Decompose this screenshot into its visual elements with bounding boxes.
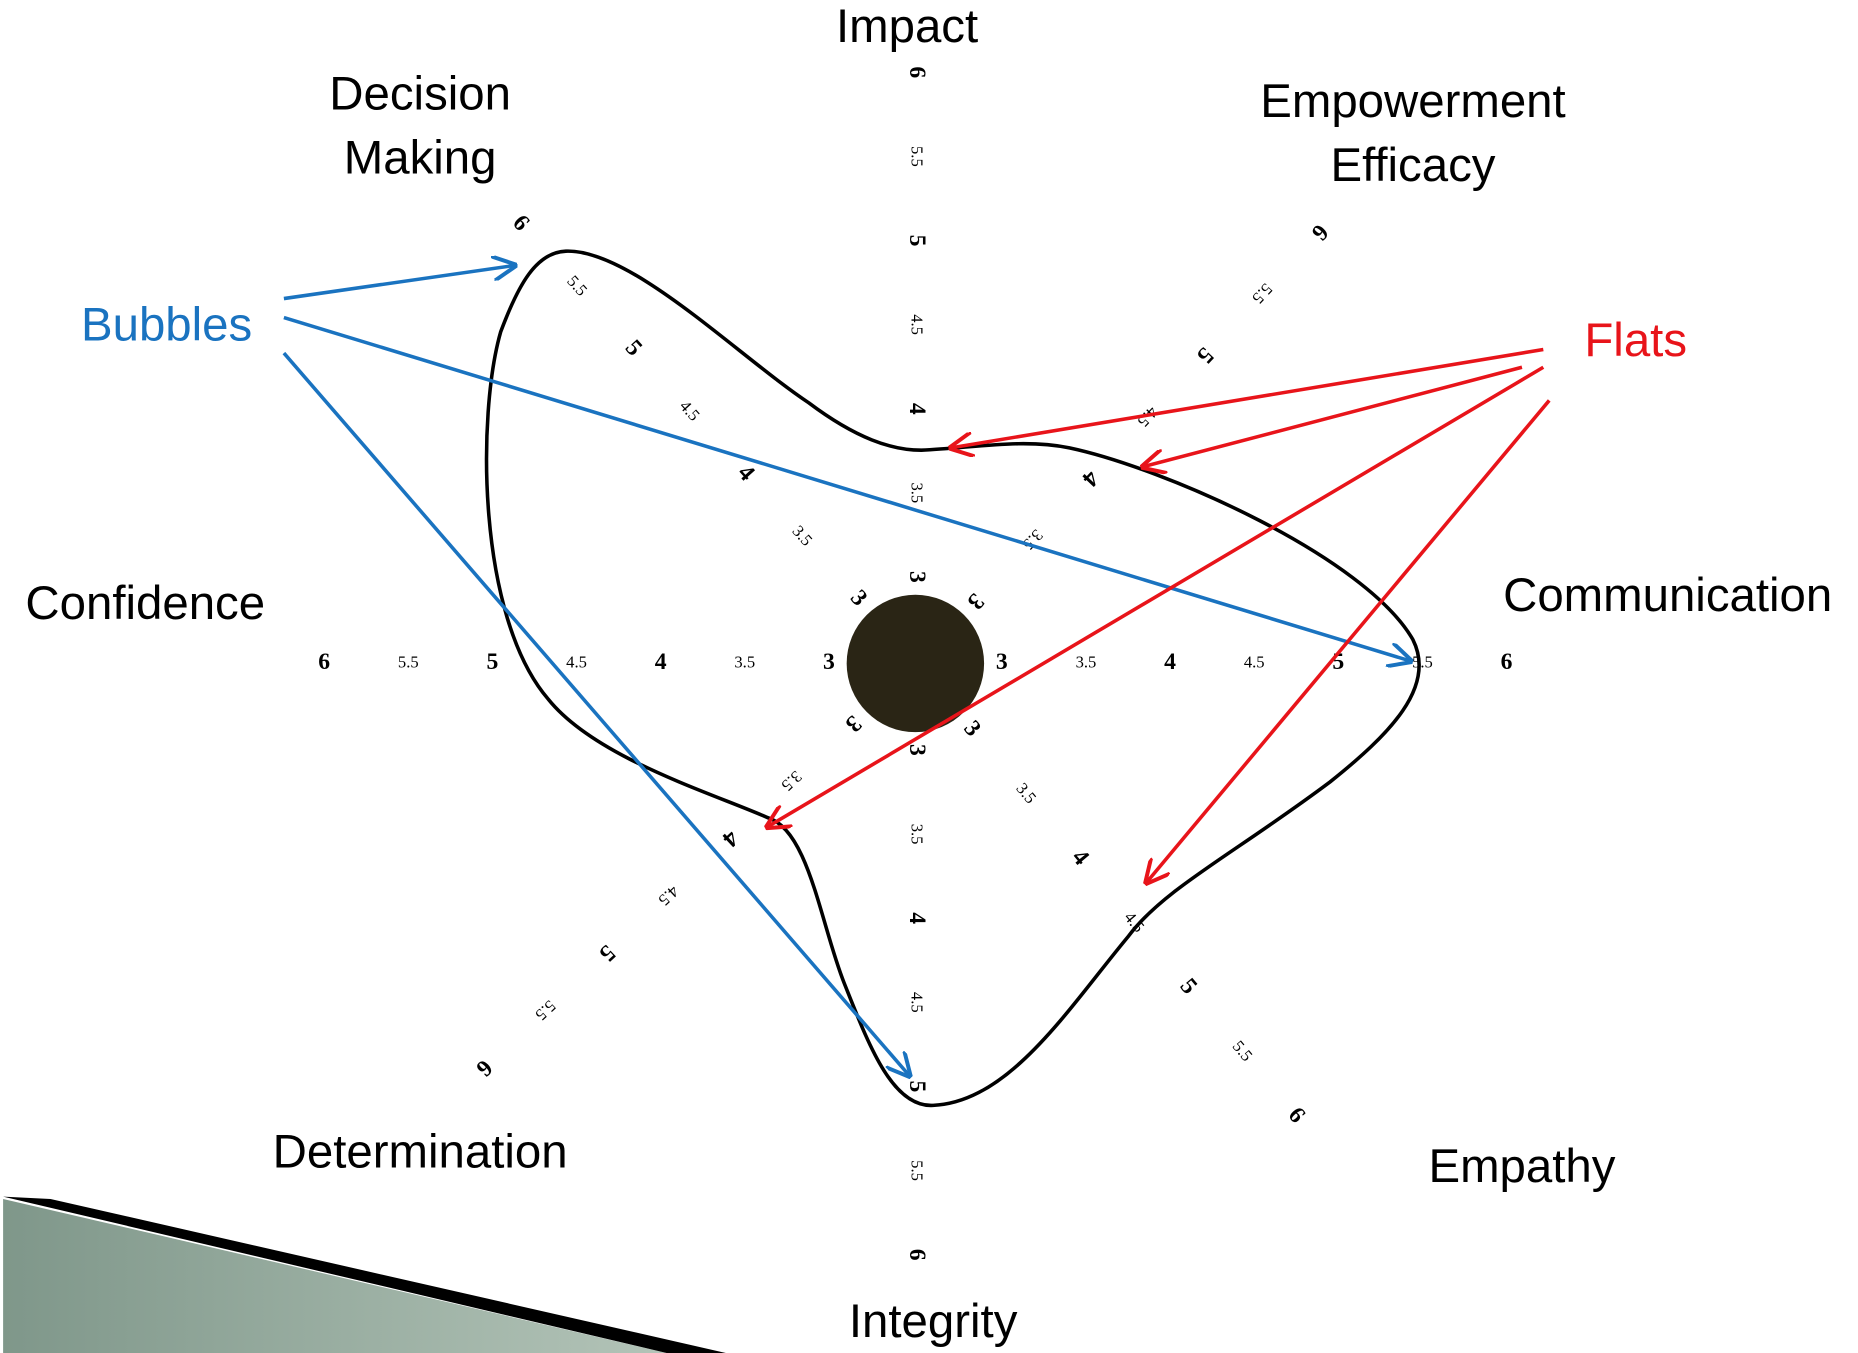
center-dot [846,594,985,733]
flat-arrow [1146,399,1551,882]
scale-tick: 3.5 [1012,779,1040,807]
scale-tick: 3.5 [908,824,927,845]
scale-tick: 5 [904,235,930,247]
scale-tick: 4.5 [908,992,927,1013]
scale-tick: 3 [996,649,1008,675]
axis-labels: Impact Empowerment Efficacy Communication Em… [25,0,1832,1348]
scale-tick: 4.5 [1244,652,1265,671]
flats-label: Flats [1584,314,1687,367]
scale-tick: 5.5 [398,652,419,671]
scale-tick: 4 [904,912,930,924]
axis-label: Confidence [25,577,265,630]
scale-tick: 3 [904,571,930,583]
axis-label: Efficacy [1330,139,1495,192]
axis-label: Integrity [849,1295,1018,1348]
scale-tick: 6 [1501,649,1513,675]
scale-tick: 3.5 [788,521,816,549]
scale-tick: 5 [1332,649,1344,675]
scale-tick: 5.5 [532,997,560,1025]
scale-tick: 5.5 [1229,1037,1257,1065]
scale-tick: 5 [620,335,647,361]
scale-tick: 5.5 [1248,280,1276,308]
corner-band [3,1196,726,1353]
corner-decoration [3,1198,667,1353]
axis-label: Determination [273,1126,568,1179]
flat-arrow [767,365,1545,827]
axis-label: Empathy [1428,1140,1615,1193]
scale-tick: 4 [655,649,667,675]
bubble-arrow [283,265,515,301]
scale-tick: 4 [1077,465,1104,492]
scale-tick: 5 [1191,342,1218,368]
scale-tick: 3.5 [1076,652,1097,671]
scale-tick: 6 [1306,219,1333,246]
scale-tick: 4.5 [908,314,927,335]
scale-tick: 4 [732,460,759,486]
scale-tick: 4.5 [655,882,683,910]
axis-label: Empowerment [1260,75,1565,128]
profile-blob [484,249,1421,1108]
bubble-arrow [283,315,1411,662]
scale-tick: 6 [904,1249,930,1261]
scale-tick: 4.5 [676,396,704,424]
scale-tick: 6 [1283,1102,1311,1128]
scale-tick: 4 [1164,649,1176,675]
axis-label: Communication [1503,569,1832,622]
bubbles-label: Bubbles [81,299,252,352]
scale-tick: 6 [507,210,534,236]
scale-tick: 4.5 [1121,908,1149,936]
axis-label: Making [344,132,497,185]
scale-tick: 3 [958,716,986,742]
scale-tick: 4 [904,403,930,415]
scale-tick: 5.5 [908,146,927,167]
scale-tick: 6 [904,66,930,78]
scale-tick: 5.5 [908,1160,927,1181]
bubble-arrow [282,351,910,1076]
scale-tick: 3 [840,710,867,737]
scale-tick: 3.5 [734,652,755,671]
scale-tick: 3 [823,649,835,675]
flat-arrow [1143,365,1523,467]
scale-tick: 3.5 [908,482,927,503]
flat-arrow [951,347,1544,448]
scale-tick: 3 [845,585,872,611]
axis-label: Impact [836,0,978,53]
scale-tick: 3 [904,744,930,756]
scale-tick: 4.5 [566,652,587,671]
scale-tick: 5 [1175,974,1203,1000]
scale-tick: 5 [904,1081,930,1093]
scale-tick: 5.5 [1412,652,1433,671]
scale-tick: 3 [962,588,989,615]
scale-tick: 5 [486,649,498,675]
scale-tick: 5.5 [563,271,591,299]
scale-tick: 6 [318,649,330,675]
scale-tick: 4 [717,825,744,852]
scale-tick: 5 [594,940,620,967]
scale-tick: 3.5 [778,767,806,795]
scale-tick: 6 [471,1054,498,1081]
arrows [282,265,1551,1076]
scale-tick: 4 [1067,845,1095,871]
axis-label: Decision [329,68,511,121]
